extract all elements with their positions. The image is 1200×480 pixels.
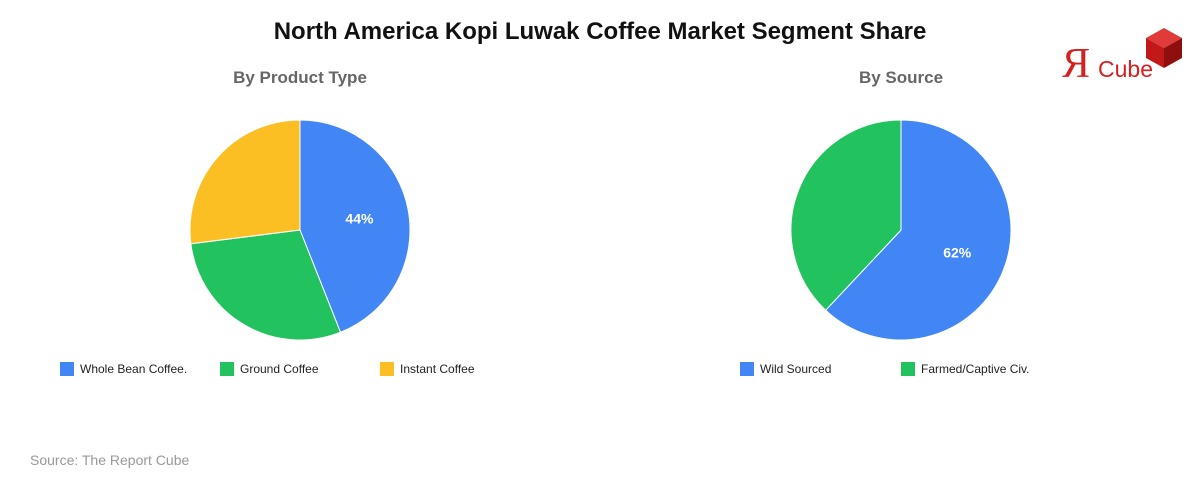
legend-label: Wild Sourced: [760, 362, 832, 376]
legend-swatch: [60, 362, 74, 376]
pie-slice-instant-coffee: [189, 119, 301, 245]
pie-slice-whole-bean-coffee: [299, 119, 411, 333]
pie-slice-farmed-captive-civ: [790, 119, 902, 311]
source-note: Source: The Report Cube: [30, 452, 190, 468]
legend-label: Instant Coffee: [400, 362, 475, 376]
pie-slice-wild-sourced: [824, 119, 1012, 341]
logo-graphic: Я Cube: [1062, 28, 1182, 87]
pie-chart-product-type: 44%: [189, 119, 411, 341]
pie-data-label: 62%: [943, 244, 972, 260]
logo-word: Cube: [1098, 56, 1153, 82]
chart-title-product-type: By Product Type: [233, 68, 367, 87]
legend-label: Whole Bean Coffee.: [80, 362, 188, 376]
legend-swatch: [220, 362, 234, 376]
legend-label: Farmed/Captive Civ.: [921, 362, 1030, 376]
legend-swatch: [380, 362, 394, 376]
chart-title-source: By Source: [858, 68, 944, 87]
legend-label: Ground Coffee: [240, 362, 319, 376]
legend-swatch: [740, 362, 754, 376]
pie-slice-ground-coffee: [190, 229, 342, 341]
logo-letter: Я: [1062, 41, 1090, 82]
legend-swatch: [901, 362, 915, 376]
report-cube-logo: Я Cube: [1062, 26, 1182, 87]
pie-chart-source: 62%: [790, 119, 1012, 341]
page-title: North America Kopi Luwak Coffee Market S…: [273, 18, 927, 45]
pie-data-label: 44%: [345, 211, 374, 227]
